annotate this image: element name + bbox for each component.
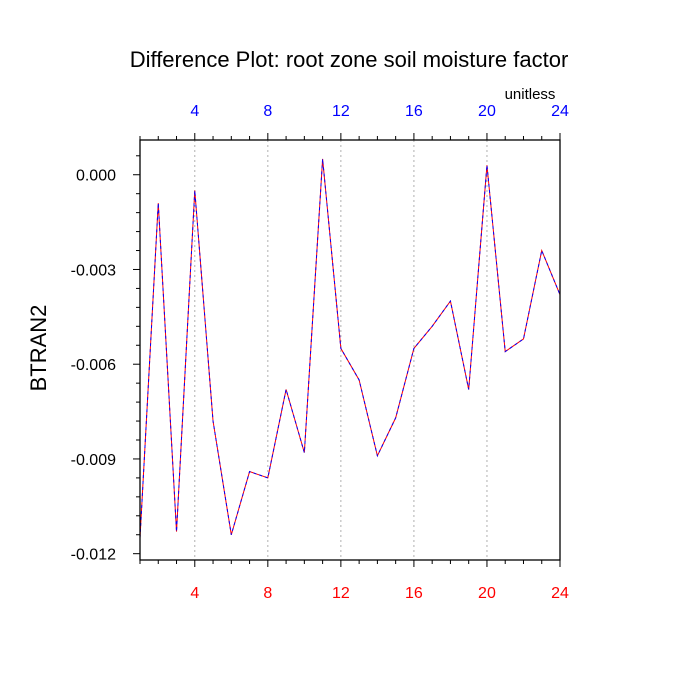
tick-labels: 0.000 -0.003 -0.006 -0.009 -0.012 4 4 8 8 12 12 16 1… [71, 103, 569, 602]
y-tick-label: 0.000 [76, 168, 116, 185]
plot-frame [139, 139, 561, 561]
x-tick-label-top: 4 [190, 103, 199, 120]
plot-border [139, 139, 561, 561]
x-tick-label-bottom: 16 [405, 585, 423, 602]
x-tick-label-bottom: 12 [332, 585, 350, 602]
grid-lines [194, 140, 488, 560]
data-series [139, 158, 561, 538]
y-tick-label: -0.006 [71, 357, 116, 374]
x-tick-label-top: 8 [263, 103, 272, 120]
x-tick-label-top: 12 [332, 103, 350, 120]
axis-ticks [133, 133, 561, 567]
x-tick-label-top: 16 [405, 103, 423, 120]
x-tick-label-bottom: 20 [478, 585, 496, 602]
chart-title: Difference Plot: root zone soil moisture… [130, 47, 569, 72]
x-tick-label-top: 20 [478, 103, 496, 120]
x-tick-label-bottom: 24 [551, 585, 569, 602]
y-tick-label: -0.012 [71, 547, 116, 564]
series-line-1 [139, 158, 561, 538]
series-line-2 [139, 158, 561, 538]
y-tick-label: -0.003 [71, 262, 116, 279]
x-tick-label-bottom: 8 [263, 585, 272, 602]
units-label: unitless [505, 86, 556, 103]
y-axis-label: BTRAN2 [26, 305, 51, 392]
x-tick-label-bottom: 4 [190, 585, 199, 602]
y-tick-label: -0.009 [71, 452, 116, 469]
x-tick-label-top: 24 [551, 103, 569, 120]
